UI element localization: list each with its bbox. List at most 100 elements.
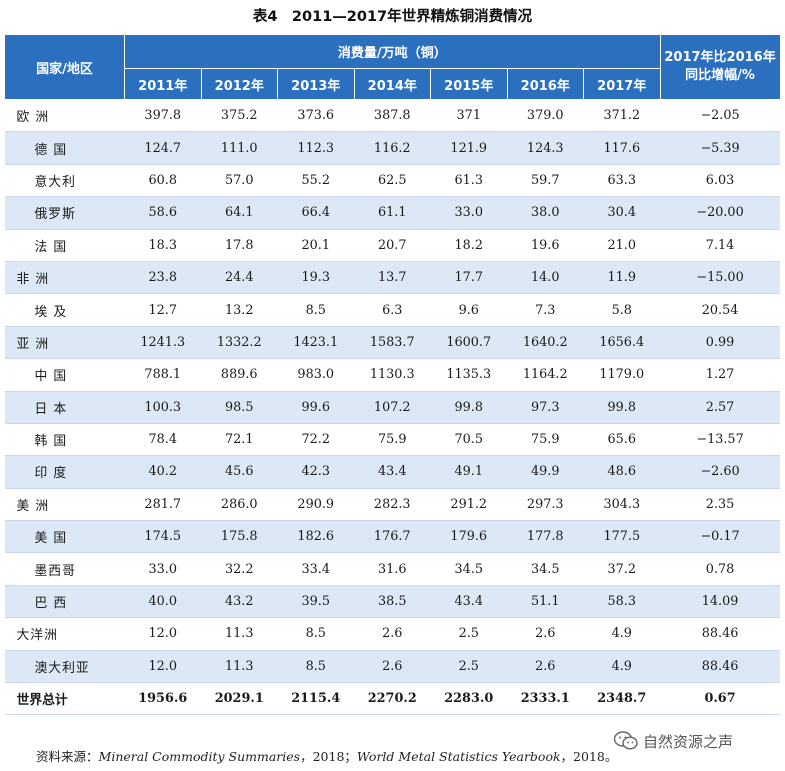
table-row: 埃 及 12.7 13.2 8.5 6.3 9.6 7.3 5.8 20.54: [4, 293, 781, 327]
consumption-value: 12.0: [124, 650, 201, 684]
consumption-value: 65.6: [583, 423, 661, 457]
consumption-value: 59.7: [507, 164, 584, 198]
table-row: 世界总计 1956.6 2029.1 2115.4 2270.2 2283.0 2333.1…: [4, 682, 781, 716]
source-wmsy: World Metal Statistics Yearbook: [356, 749, 561, 764]
consumption-value: 177.5: [583, 520, 661, 554]
table-row: 俄罗斯 58.6 64.1 66.4 61.1 33.0 38.0 30.4 −20.00: [4, 196, 781, 230]
consumption-value: 1164.2: [507, 358, 584, 392]
change-value: 2.35: [660, 488, 781, 522]
region-name: 澳大利亚: [4, 650, 125, 684]
table-row: 中 国 788.1 889.6 983.0 1130.3 1135.3 1164.2 1179…: [4, 358, 781, 392]
consumption-value: 7.3: [507, 293, 584, 327]
consumption-value: 375.2: [201, 99, 278, 133]
source-sep-1: ，2018；: [300, 749, 357, 764]
watermark-text: 自然资源之声: [643, 732, 734, 751]
consumption-value: 17.7: [430, 261, 507, 295]
consumption-value: 14.0: [507, 261, 584, 295]
consumption-value: 100.3: [124, 391, 201, 424]
consumption-value: 174.5: [124, 520, 201, 554]
region-name: 印 度: [4, 455, 125, 489]
consumption-value: 1583.7: [354, 326, 431, 360]
header-year: 2013年: [277, 68, 355, 100]
change-value: 6.03: [660, 164, 781, 198]
region-name: 埃 及: [4, 293, 125, 327]
consumption-value: 66.4: [277, 196, 354, 230]
consumption-value: 98.5: [201, 391, 278, 424]
table-row: 法 国 18.3 17.8 20.1 20.7 18.2 19.6 21.0 7.14: [4, 229, 781, 262]
region-name: 巴 西: [4, 585, 125, 619]
header-year: 2016年: [506, 68, 584, 100]
consumption-value: 31.6: [354, 552, 431, 586]
consumption-value: 2.5: [430, 617, 507, 651]
region-name: 日 本: [4, 391, 125, 424]
consumption-value: 2029.1: [201, 682, 278, 716]
consumption-value: 371: [430, 99, 507, 133]
consumption-value: 2270.2: [354, 682, 431, 716]
region-name: 美 洲: [4, 488, 125, 522]
consumption-value: 70.5: [430, 423, 507, 457]
consumption-value: 75.9: [507, 423, 584, 457]
consumption-value: 30.4: [583, 196, 661, 230]
consumption-value: 8.5: [277, 650, 354, 684]
consumption-value: 37.2: [583, 552, 661, 586]
consumption-value: 48.6: [583, 455, 661, 489]
consumption-value: 4.9: [583, 617, 661, 651]
consumption-value: 62.5: [354, 164, 431, 198]
source-note: 资料来源：Mineral Commodity Summaries，2018；Wo…: [36, 747, 617, 767]
consumption-value: 111.0: [201, 131, 278, 165]
consumption-value: 4.9: [583, 650, 661, 684]
consumption-value: 19.3: [277, 261, 354, 295]
consumption-value: 51.1: [507, 585, 584, 619]
consumption-value: 286.0: [201, 488, 278, 522]
change-value: 2.57: [660, 391, 781, 424]
consumption-value: 176.7: [354, 520, 431, 554]
consumption-value: 21.0: [583, 229, 661, 262]
consumption-value: 371.2: [583, 99, 661, 133]
table-row: 意大利 60.8 57.0 55.2 62.5 61.3 59.7 63.3 6.03: [4, 164, 781, 198]
change-value: −15.00: [660, 261, 781, 295]
change-value: 14.09: [660, 585, 781, 619]
change-value: −20.00: [660, 196, 781, 230]
consumption-value: 72.1: [201, 423, 278, 457]
change-value: −2.05: [660, 99, 781, 133]
consumption-value: 13.7: [354, 261, 431, 295]
consumption-value: 175.8: [201, 520, 278, 554]
consumption-value: 281.7: [124, 488, 201, 522]
consumption-value: 97.3: [507, 391, 584, 424]
consumption-value: 1640.2: [507, 326, 584, 360]
consumption-value: 61.1: [354, 196, 431, 230]
table-row: 日 本 100.3 98.5 99.6 107.2 99.8 97.3 99.8 2.57: [4, 391, 781, 424]
consumption-value: 43.4: [430, 585, 507, 619]
change-value: −5.39: [660, 131, 781, 165]
consumption-value: 57.0: [201, 164, 278, 198]
consumption-value: 290.9: [277, 488, 354, 522]
consumption-value: 11.9: [583, 261, 661, 295]
header-year: 2017年: [583, 68, 661, 100]
region-name: 世界总计: [4, 682, 125, 716]
change-value: 88.46: [660, 650, 781, 684]
consumption-value: 2283.0: [430, 682, 507, 716]
table-row: 德 国 124.7 111.0 112.3 116.2 121.9 124.3 117.6 −5…: [4, 131, 781, 165]
region-name: 韩 国: [4, 423, 125, 457]
wechat-icon: [613, 731, 638, 750]
consumption-value: 58.6: [124, 196, 201, 230]
consumption-value: 373.6: [277, 99, 354, 133]
table-row: 非 洲 23.8 24.4 19.3 13.7 17.7 14.0 11.9 −15.00: [4, 261, 781, 295]
consumption-value: 99.6: [277, 391, 354, 424]
consumption-value: 1656.4: [583, 326, 661, 360]
consumption-value: 297.3: [507, 488, 584, 522]
consumption-value: 55.2: [277, 164, 354, 198]
header-year: 2015年: [430, 68, 508, 100]
consumption-value: 182.6: [277, 520, 354, 554]
consumption-value: 5.8: [583, 293, 661, 327]
consumption-value: 179.6: [430, 520, 507, 554]
consumption-value: 9.6: [430, 293, 507, 327]
consumption-value: 121.9: [430, 131, 507, 165]
consumption-value: 116.2: [354, 131, 431, 165]
consumption-value: 8.5: [277, 617, 354, 651]
consumption-value: 11.3: [201, 650, 278, 684]
consumption-value: 2.6: [354, 650, 431, 684]
consumption-value: 23.8: [124, 261, 201, 295]
consumption-value: 2.5: [430, 650, 507, 684]
table-row: 澳大利亚 12.0 11.3 8.5 2.6 2.5 2.6 4.9 88.46: [4, 650, 781, 684]
